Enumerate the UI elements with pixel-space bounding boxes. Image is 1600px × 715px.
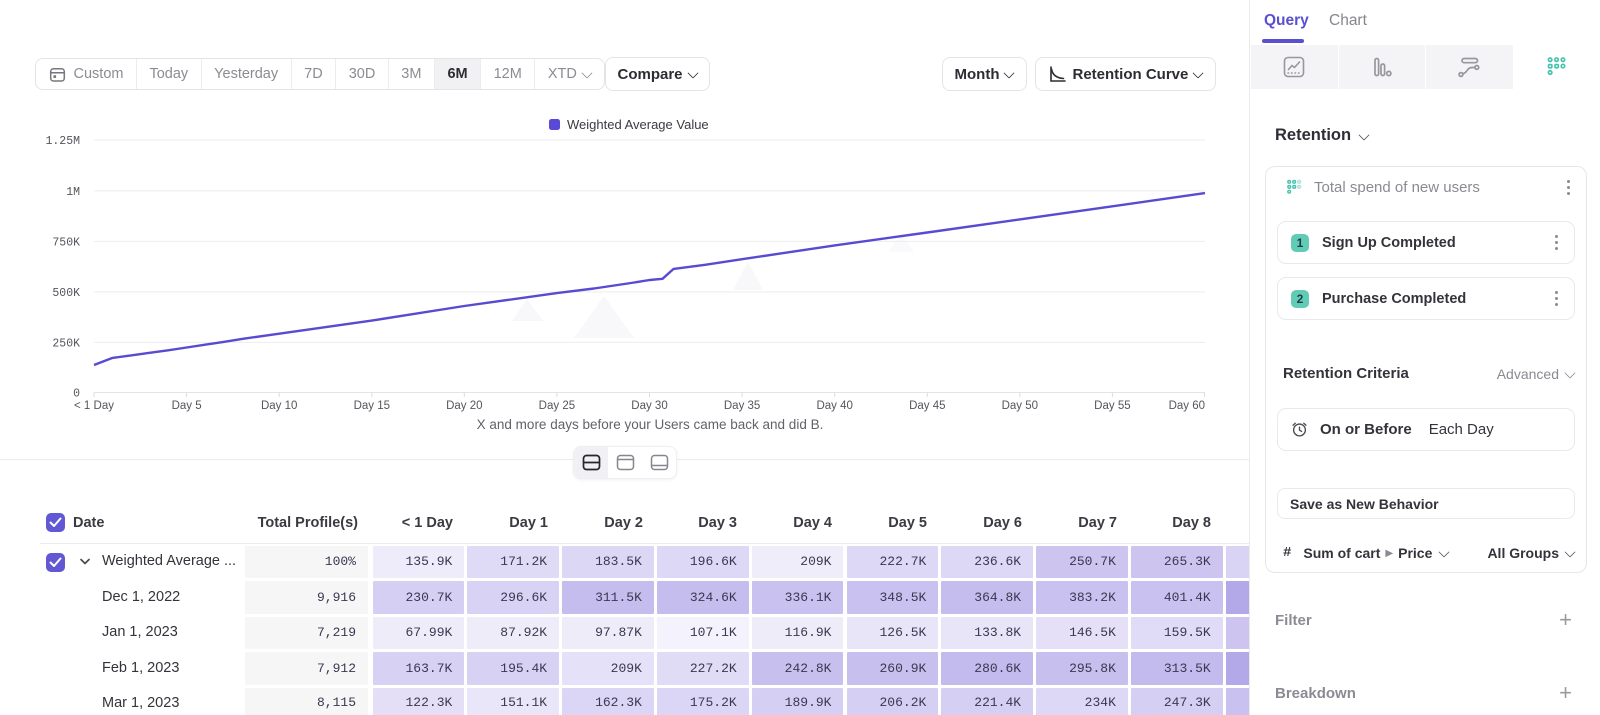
svg-text:250K: 250K [52, 338, 80, 351]
svg-text:Day 55: Day 55 [1094, 400, 1130, 412]
svg-text:Day 20: Day 20 [446, 400, 482, 412]
svg-text:Day 60: Day 60 [1169, 400, 1205, 412]
svg-text:Day 10: Day 10 [261, 400, 297, 412]
svg-text:1.25M: 1.25M [45, 135, 80, 148]
svg-text:Day 30: Day 30 [631, 400, 667, 412]
svg-text:0: 0 [73, 388, 80, 401]
svg-text:Day 15: Day 15 [354, 400, 390, 412]
svg-text:< 1 Day: < 1 Day [74, 400, 114, 412]
svg-text:Day 25: Day 25 [539, 400, 575, 412]
svg-text:500K: 500K [52, 287, 80, 300]
svg-text:Day 5: Day 5 [172, 400, 202, 412]
svg-text:Day 40: Day 40 [816, 400, 852, 412]
svg-text:1M: 1M [66, 186, 80, 199]
svg-text:Day 50: Day 50 [1002, 400, 1038, 412]
svg-text:750K: 750K [52, 237, 80, 250]
svg-text:X and more days before your Us: X and more days before your Users came b… [477, 417, 824, 432]
svg-text:Day 35: Day 35 [724, 400, 760, 412]
svg-text:Day 45: Day 45 [909, 400, 945, 412]
